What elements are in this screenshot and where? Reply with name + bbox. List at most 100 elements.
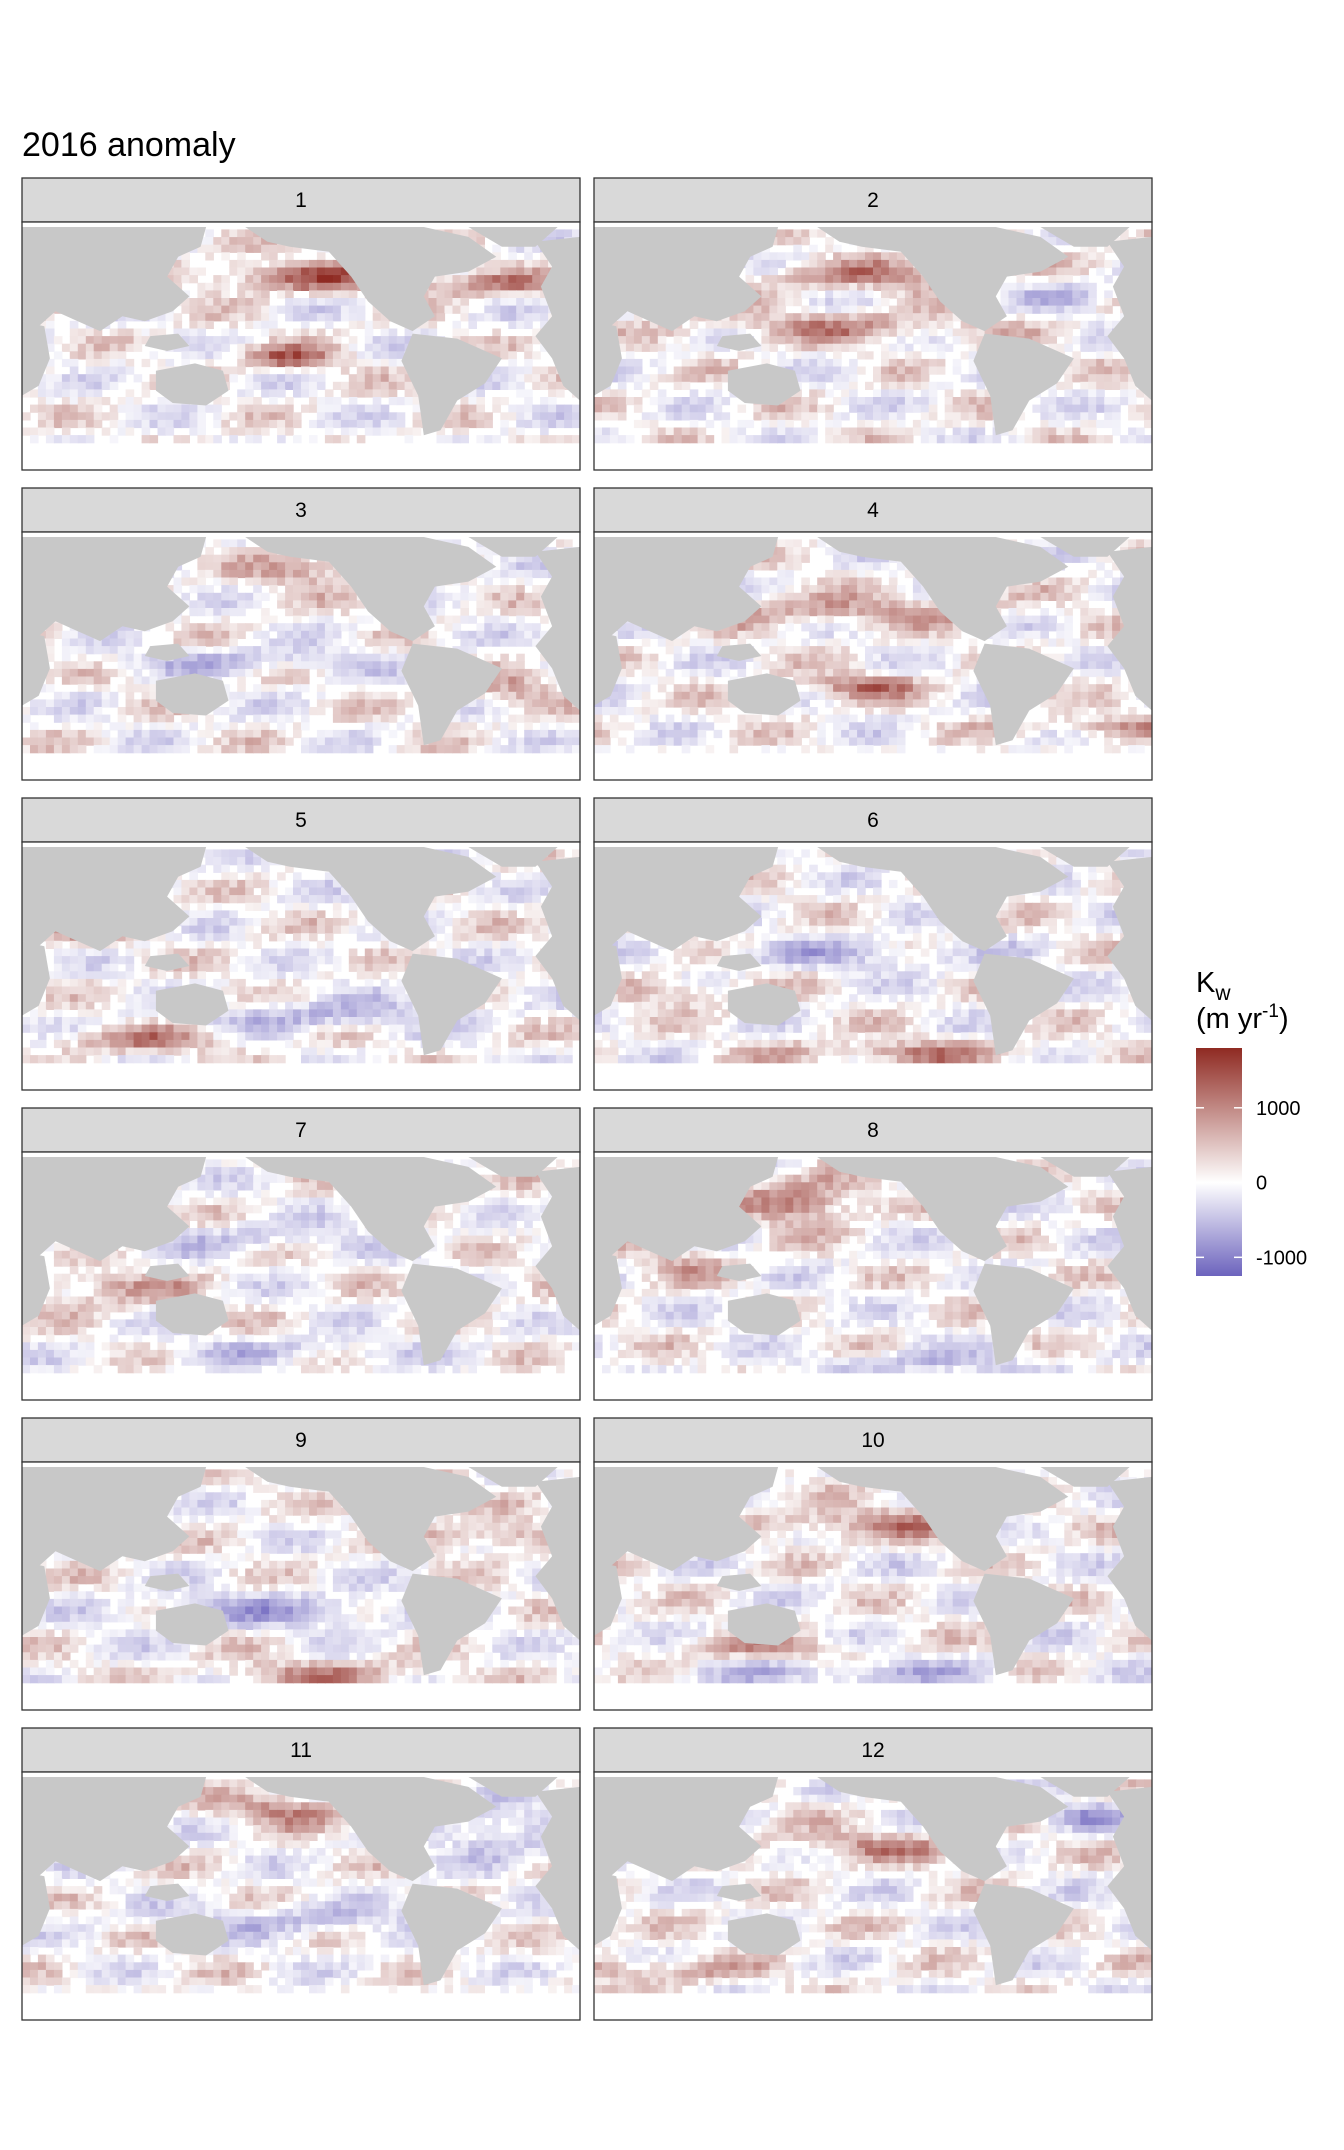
- anomaly-cell: [920, 313, 930, 322]
- anomaly-cell: [833, 569, 842, 579]
- anomaly-cell: [404, 427, 414, 436]
- anomaly-cell: [293, 305, 302, 314]
- anomaly-cell: [332, 381, 342, 390]
- anomaly-cell: [769, 282, 778, 291]
- anomaly-cell: [1080, 427, 1089, 436]
- anomaly-cell: [745, 577, 755, 586]
- anomaly-cell: [1032, 435, 1041, 444]
- anomaly-cell: [340, 714, 350, 723]
- anomaly-cell: [888, 267, 898, 276]
- anomaly-cell: [681, 435, 691, 444]
- anomaly-cell: [332, 336, 342, 345]
- anomaly-cell: [665, 343, 675, 352]
- anomaly-cell: [45, 653, 55, 662]
- anomaly-cell: [801, 427, 810, 436]
- anomaly-cell: [428, 745, 438, 754]
- anomaly-cell: [1032, 305, 1041, 314]
- anomaly-cell: [229, 562, 238, 571]
- anomaly-cell: [229, 585, 238, 594]
- anomaly-cell: [888, 569, 898, 579]
- anomaly-cell: [213, 282, 222, 291]
- anomaly-cell: [109, 336, 119, 345]
- anomaly-cell: [602, 389, 611, 398]
- anomaly-cell: [412, 737, 422, 746]
- anomaly-cell: [213, 412, 222, 421]
- anomaly-cell: [117, 714, 127, 723]
- anomaly-cell: [508, 305, 517, 314]
- anomaly-cell: [1120, 397, 1129, 406]
- anomaly-cell: [77, 381, 87, 390]
- anomaly-cell: [356, 615, 366, 624]
- anomaly-cell: [1064, 404, 1073, 413]
- anomaly-cell: [524, 592, 533, 601]
- anomaly-cell: [213, 653, 222, 662]
- anomaly-cell: [229, 745, 238, 754]
- anomaly-cell: [976, 419, 986, 429]
- anomaly-cell: [165, 623, 175, 632]
- anomaly-cell: [245, 562, 254, 571]
- anomaly-cell: [617, 374, 627, 383]
- anomaly-cell: [261, 298, 270, 307]
- anomaly-cell: [777, 547, 786, 556]
- anomaly-cell: [277, 661, 286, 670]
- anomaly-cell: [689, 366, 699, 375]
- anomaly-cell: [277, 275, 286, 284]
- anomaly-cell: [77, 404, 87, 413]
- anomaly-cell: [968, 351, 978, 360]
- anomaly-cell: [777, 427, 786, 436]
- anomaly-cell: [468, 290, 477, 299]
- anomaly-cell: [1120, 389, 1129, 398]
- anomaly-cell: [952, 404, 962, 413]
- anomaly-cell: [125, 358, 135, 368]
- anomaly-cell: [785, 427, 794, 436]
- anomaly-cell: [1008, 328, 1018, 337]
- anomaly-cell: [253, 419, 262, 429]
- anomaly-cell: [641, 374, 651, 383]
- anomaly-cell: [237, 539, 246, 548]
- anomaly-cell: [500, 366, 509, 375]
- anomaly-cell: [793, 389, 802, 398]
- anomaly-cell: [484, 343, 493, 352]
- anomaly-cell: [229, 646, 238, 655]
- anomaly-cell: [388, 661, 398, 670]
- anomaly-cell: [229, 707, 238, 716]
- anomaly-cell: [468, 630, 477, 639]
- anomaly-cell: [261, 547, 270, 556]
- anomaly-cell: [460, 729, 469, 739]
- anomaly-cell: [125, 397, 135, 406]
- anomaly-cell: [301, 684, 310, 693]
- anomaly-cell: [460, 707, 469, 716]
- anomaly-cell: [476, 419, 485, 429]
- anomaly-cell: [30, 435, 39, 444]
- anomaly-cell: [657, 389, 667, 398]
- anomaly-cell: [253, 351, 262, 360]
- anomaly-cell: [1112, 267, 1121, 276]
- anomaly-cell: [721, 427, 731, 436]
- anomaly-cell: [237, 554, 246, 563]
- anomaly-cell: [444, 412, 454, 421]
- anomaly-cell: [524, 244, 533, 253]
- anomaly-cell: [213, 608, 222, 617]
- anomaly-cell: [689, 313, 699, 322]
- land-mass: [245, 227, 497, 332]
- anomaly-cell: [45, 320, 55, 329]
- anomaly-cell: [761, 290, 770, 299]
- anomaly-cell: [697, 358, 707, 368]
- anomaly-cell: [85, 676, 95, 685]
- anomaly-cell: [476, 608, 485, 617]
- anomaly-cell: [849, 397, 858, 406]
- anomaly-cell: [332, 259, 342, 269]
- anomaly-cell: [340, 404, 350, 413]
- anomaly-cell: [117, 427, 127, 436]
- anomaly-cell: [324, 615, 334, 624]
- anomaly-cell: [117, 336, 127, 345]
- anomaly-cell: [221, 252, 230, 261]
- anomaly-cell: [364, 737, 374, 746]
- anomaly-cell: [476, 638, 485, 647]
- land-mass: [401, 333, 502, 436]
- anomaly-cell: [857, 577, 866, 586]
- anomaly-cell: [117, 668, 127, 678]
- anomaly-cell: [125, 661, 135, 670]
- anomaly-cell: [101, 737, 111, 746]
- anomaly-cell: [833, 252, 842, 261]
